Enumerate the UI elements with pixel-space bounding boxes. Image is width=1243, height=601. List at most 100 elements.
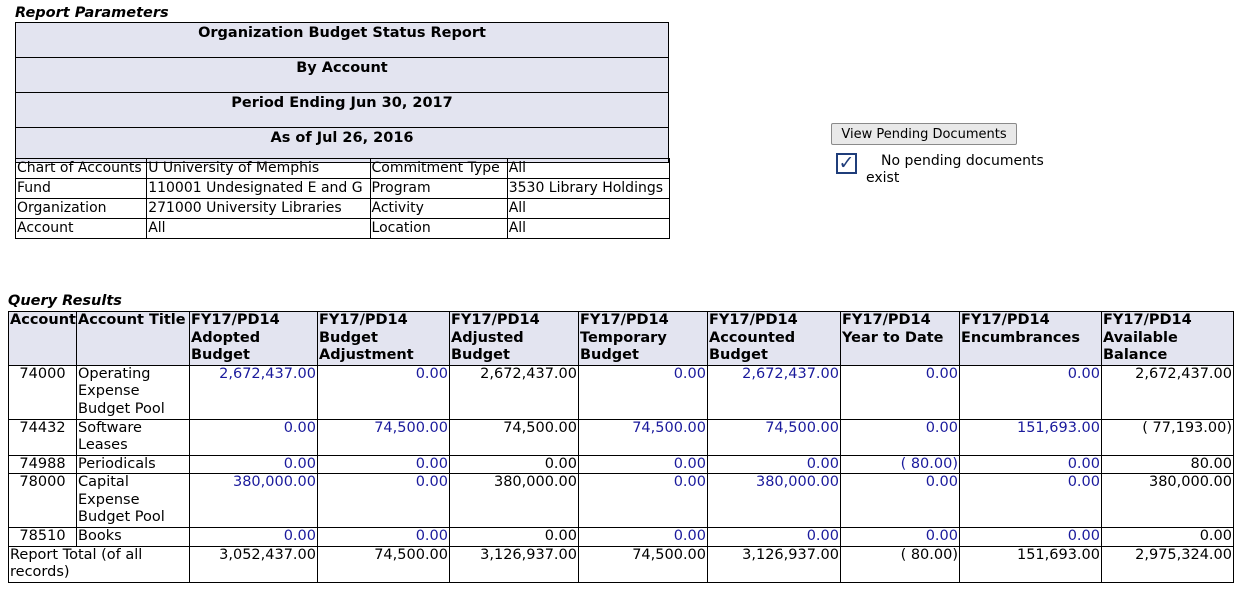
parameter-value: All: [506, 158, 671, 179]
report-subtitle: By Account: [15, 57, 669, 93]
amount-link[interactable]: 0.00: [578, 454, 708, 474]
pending-check-icon: ✓: [836, 153, 857, 174]
header-line: Budget: [319, 329, 378, 346]
col-header-adopted-budget: FY17/PD14 Adopted Budget: [189, 311, 318, 366]
amount-link[interactable]: ( 80.00): [840, 454, 960, 474]
total-amount: 3,126,937.00: [707, 545, 841, 583]
header-line: FY17/PD14: [580, 312, 669, 328]
amount-link[interactable]: 74,500.00: [578, 418, 708, 456]
pending-status-line: No pending documents: [881, 153, 1044, 169]
amount-link[interactable]: 0.00: [959, 454, 1102, 474]
account-title: Software Leases: [76, 418, 190, 456]
account-title: Operating Expense Budget Pool: [76, 364, 190, 420]
parameter-value: All: [506, 218, 671, 239]
account-number: 78510: [8, 527, 77, 547]
amount-value: 380,000.00: [449, 473, 579, 528]
amount-link[interactable]: 380,000.00: [707, 473, 841, 528]
account-title-line: Software: [78, 419, 142, 436]
report-total-row: Report Total (of all records) 3,052,437.00…: [8, 545, 1234, 583]
total-amount: 3,052,437.00: [189, 545, 318, 583]
account-title-line: Budget Pool: [78, 400, 165, 417]
amount-link[interactable]: 0.00: [578, 473, 708, 528]
amount-link[interactable]: 380,000.00: [189, 473, 318, 528]
amount-value: 2,672,437.00: [1101, 364, 1234, 420]
amount-link[interactable]: 0.00: [189, 418, 318, 456]
amount-link[interactable]: 2,672,437.00: [189, 364, 318, 420]
amount-link[interactable]: 74,500.00: [707, 418, 841, 456]
header-line: Budget: [709, 347, 768, 363]
amount-link[interactable]: 0.00: [840, 527, 960, 547]
amount-value: 380,000.00: [1101, 473, 1234, 528]
report-total-label: Report Total (of all records): [8, 545, 190, 583]
account-title: Periodicals: [76, 454, 190, 474]
header-line: Encumbrances: [961, 329, 1080, 346]
col-header-budget-adjustment: FY17/PD14 Budget Adjustment: [317, 311, 450, 366]
report-as-of-date: As of Jul 26, 2016: [15, 127, 669, 163]
parameter-label: Location: [369, 218, 508, 239]
total-amount: 74,500.00: [578, 545, 708, 583]
account-number: 74000: [8, 364, 77, 420]
col-header-account-title: Account Title: [76, 311, 190, 366]
header-line: Budget: [580, 347, 639, 363]
account-title: Books: [76, 527, 190, 547]
total-amount: 3,126,937.00: [449, 545, 579, 583]
amount-value: 74,500.00: [449, 418, 579, 456]
account-title-line: Expense: [78, 383, 140, 399]
header-line: FY17/PD14: [1103, 312, 1192, 328]
amount-link[interactable]: 0.00: [317, 364, 450, 420]
header-line: Accounted: [709, 329, 796, 346]
amount-link[interactable]: 74,500.00: [317, 418, 450, 456]
amount-link[interactable]: 0.00: [707, 454, 841, 474]
account-title: Capital Expense Budget Pool: [76, 473, 190, 528]
amount-link[interactable]: 0.00: [189, 454, 318, 474]
amount-link[interactable]: 0.00: [959, 364, 1102, 420]
header-line: FY17/PD14: [451, 312, 540, 328]
table-row: 74432 Software Leases 0.00 74,500.00 74,500.0…: [8, 418, 1234, 456]
amount-link[interactable]: 0.00: [189, 527, 318, 547]
parameter-value: All: [506, 198, 671, 219]
col-header-temporary-budget: FY17/PD14 Temporary Budget: [578, 311, 708, 366]
amount-value: 0.00: [1101, 527, 1234, 547]
account-title-line: Capital: [78, 474, 129, 490]
view-pending-documents-button[interactable]: View Pending Documents: [831, 123, 1017, 145]
amount-link[interactable]: 151,693.00: [959, 418, 1102, 456]
header-line: FY17/PD14: [961, 312, 1050, 328]
amount-link[interactable]: 0.00: [840, 473, 960, 528]
parameter-value: All: [146, 218, 371, 239]
table-row: 74000 Operating Expense Budget Pool 2,672,43…: [8, 364, 1234, 420]
account-title-line: Periodicals: [78, 455, 156, 472]
parameter-value: 110001 Undesignated E and G: [146, 178, 371, 199]
total-amount: 2,975,324.00: [1101, 545, 1234, 583]
header-line: Account: [10, 312, 76, 328]
header-line: FY17/PD14: [191, 312, 280, 328]
col-header-available-balance: FY17/PD14 Available Balance: [1101, 311, 1234, 366]
col-header-adjusted-budget: FY17/PD14 Adjusted Budget: [449, 311, 579, 366]
amount-link[interactable]: 0.00: [578, 527, 708, 547]
amount-link[interactable]: 0.00: [317, 454, 450, 474]
header-line: Balance: [1103, 347, 1168, 363]
amount-link[interactable]: 0.00: [959, 473, 1102, 528]
account-number: 78000: [8, 473, 77, 528]
amount-link[interactable]: 0.00: [840, 418, 960, 456]
amount-link[interactable]: 0.00: [959, 527, 1102, 547]
query-results-table: Account Account Title FY17/PD14 Adopted Budg…: [8, 311, 1234, 583]
amount-value: 2,672,437.00: [449, 364, 579, 420]
parameter-row: Account All Location All: [14, 218, 671, 239]
parameter-label: Program: [369, 178, 508, 199]
parameter-value: U University of Memphis: [146, 158, 371, 179]
amount-value: 80.00: [1101, 454, 1234, 474]
amount-link[interactable]: 0.00: [317, 527, 450, 547]
amount-link[interactable]: 0.00: [840, 364, 960, 420]
account-title-line: Operating: [78, 365, 151, 382]
amount-value: ( 77,193.00): [1101, 418, 1234, 456]
pending-status-text: No pending documents exist: [866, 153, 1056, 187]
parameter-label: Organization: [14, 198, 148, 219]
total-amount: ( 80.00): [840, 545, 960, 583]
account-title-line: Expense: [78, 491, 140, 508]
table-row: 74988 Periodicals 0.00 0.00 0.00 0.00 0.00( 80…: [8, 454, 1234, 474]
amount-link[interactable]: 0.00: [578, 364, 708, 420]
amount-link[interactable]: 0.00: [707, 527, 841, 547]
amount-link[interactable]: 0.00: [317, 473, 450, 528]
amount-link[interactable]: 2,672,437.00: [707, 364, 841, 420]
header-line: FY17/PD14: [709, 312, 798, 328]
